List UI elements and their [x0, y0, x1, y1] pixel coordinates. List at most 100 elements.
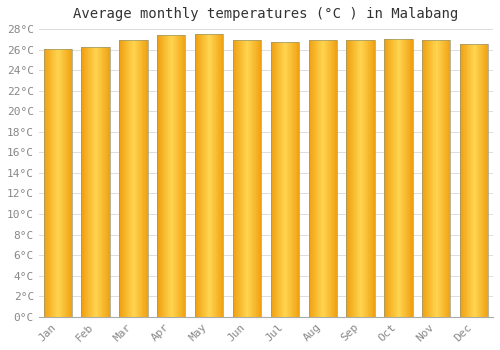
Bar — [280, 42, 281, 317]
Bar — [372, 40, 374, 317]
Bar — [365, 40, 366, 317]
Bar — [356, 40, 357, 317]
Bar — [277, 42, 278, 317]
Bar — [64, 49, 65, 317]
Bar — [328, 40, 329, 317]
Bar — [368, 40, 369, 317]
Bar — [129, 40, 130, 317]
Bar — [233, 40, 234, 317]
Bar — [205, 34, 206, 317]
Bar — [204, 34, 205, 317]
Bar — [364, 40, 365, 317]
Bar — [238, 40, 239, 317]
Bar — [254, 40, 255, 317]
Bar — [198, 34, 199, 317]
Bar — [175, 35, 176, 317]
Bar — [396, 39, 397, 317]
Bar — [330, 40, 331, 317]
Bar — [482, 44, 484, 317]
Bar — [435, 40, 436, 317]
Bar — [297, 42, 298, 317]
Bar — [252, 40, 254, 317]
Bar — [58, 49, 59, 317]
Bar — [137, 40, 138, 317]
Bar — [160, 35, 162, 317]
Bar — [448, 40, 449, 317]
Bar — [162, 35, 163, 317]
Bar — [422, 40, 423, 317]
Bar — [250, 40, 252, 317]
Bar — [469, 44, 470, 317]
Bar — [436, 40, 437, 317]
Bar — [358, 40, 359, 317]
Bar — [460, 44, 488, 317]
Bar — [244, 40, 245, 317]
Bar — [411, 39, 412, 317]
Bar — [336, 40, 337, 317]
Bar — [245, 40, 246, 317]
Bar — [176, 35, 177, 317]
Bar — [314, 40, 315, 317]
Bar — [335, 40, 336, 317]
Bar — [279, 42, 280, 317]
Bar — [286, 42, 287, 317]
Bar — [438, 40, 439, 317]
Bar — [208, 34, 209, 317]
Bar — [355, 40, 356, 317]
Bar — [202, 34, 203, 317]
Bar — [388, 39, 389, 317]
Bar — [55, 49, 56, 317]
Bar — [476, 44, 477, 317]
Bar — [374, 40, 375, 317]
Bar — [135, 40, 136, 317]
Bar — [44, 49, 72, 317]
Bar — [408, 39, 409, 317]
Bar — [440, 40, 441, 317]
Bar — [92, 47, 94, 317]
Bar — [108, 47, 109, 317]
Bar — [315, 40, 316, 317]
Bar — [389, 39, 390, 317]
Bar — [481, 44, 482, 317]
Bar — [181, 35, 182, 317]
Bar — [220, 34, 221, 317]
Bar — [147, 40, 148, 317]
Bar — [123, 40, 124, 317]
Bar — [296, 42, 297, 317]
Bar — [44, 49, 45, 317]
Bar — [259, 40, 260, 317]
Bar — [210, 34, 212, 317]
Bar — [270, 42, 272, 317]
Bar — [282, 42, 284, 317]
Bar — [354, 40, 355, 317]
Bar — [139, 40, 140, 317]
Bar — [430, 40, 432, 317]
Bar — [221, 34, 222, 317]
Bar — [66, 49, 67, 317]
Bar — [449, 40, 450, 317]
Bar — [386, 39, 387, 317]
Bar — [486, 44, 487, 317]
Bar — [141, 40, 142, 317]
Bar — [89, 47, 90, 317]
Bar — [308, 40, 337, 317]
Bar — [233, 40, 261, 317]
Bar — [185, 35, 186, 317]
Bar — [260, 40, 261, 317]
Bar — [109, 47, 110, 317]
Bar — [206, 34, 207, 317]
Bar — [50, 49, 51, 317]
Bar — [439, 40, 440, 317]
Bar — [163, 35, 164, 317]
Bar — [437, 40, 438, 317]
Bar — [48, 49, 49, 317]
Bar — [179, 35, 180, 317]
Bar — [331, 40, 332, 317]
Bar — [317, 40, 318, 317]
Bar — [404, 39, 405, 317]
Bar — [168, 35, 169, 317]
Bar — [350, 40, 352, 317]
Bar — [45, 49, 46, 317]
Bar — [180, 35, 181, 317]
Bar — [98, 47, 99, 317]
